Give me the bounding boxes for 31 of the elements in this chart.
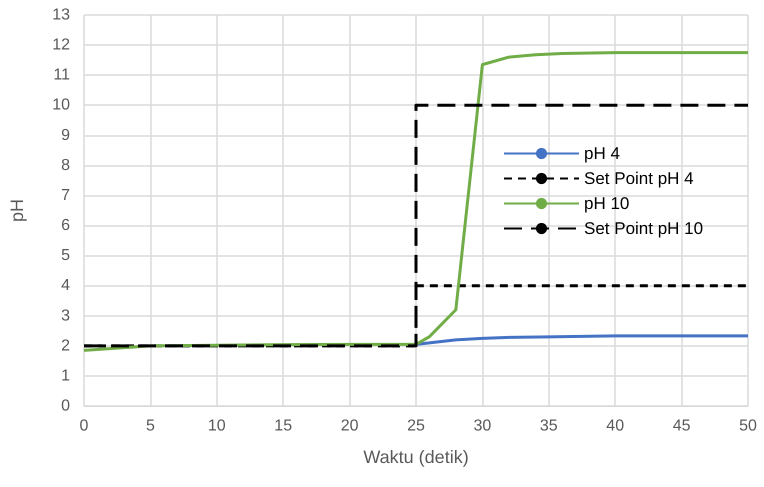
y-tick-label: 11 <box>53 66 70 84</box>
y-axis-title: pH <box>7 198 27 222</box>
x-tick-label: 40 <box>606 418 624 434</box>
legend-label: Set Point pH 4 <box>584 169 694 188</box>
x-tick-label: 25 <box>407 418 425 434</box>
y-tick-label: 2 <box>61 337 70 354</box>
y-tick-label: 10 <box>52 96 70 114</box>
x-tick-label: 15 <box>274 418 292 434</box>
y-tick-label: 8 <box>61 156 70 174</box>
x-tick-label: 45 <box>672 418 691 434</box>
x-tick-label: 20 <box>340 418 359 434</box>
legend-label: pH 10 <box>584 194 630 213</box>
x-tick-label: 50 <box>739 418 757 434</box>
y-tick-label: 5 <box>61 247 70 264</box>
y-tick-label: 9 <box>61 126 70 144</box>
y-tick-label: 13 <box>52 6 70 24</box>
legend-label: Set Point pH 10 <box>584 219 704 238</box>
x-axis-title: Waktu (detik) <box>363 447 469 467</box>
y-tick-label: 12 <box>52 36 70 54</box>
x-tick-label: 10 <box>208 418 226 434</box>
x-tick-label: 35 <box>540 418 558 434</box>
x-tick-label: 30 <box>474 418 492 434</box>
x-tick-label: 0 <box>80 418 89 434</box>
y-tick-label: 1 <box>61 367 70 384</box>
y-tick-label: 0 <box>61 398 70 414</box>
y-tick-label: 7 <box>61 186 70 204</box>
legend-label: pH 4 <box>584 144 620 163</box>
y-tick-label: 6 <box>61 217 70 234</box>
y-tick-label: 4 <box>61 277 70 294</box>
y-tick-label: 3 <box>61 307 70 324</box>
x-tick-label: 5 <box>146 418 155 434</box>
